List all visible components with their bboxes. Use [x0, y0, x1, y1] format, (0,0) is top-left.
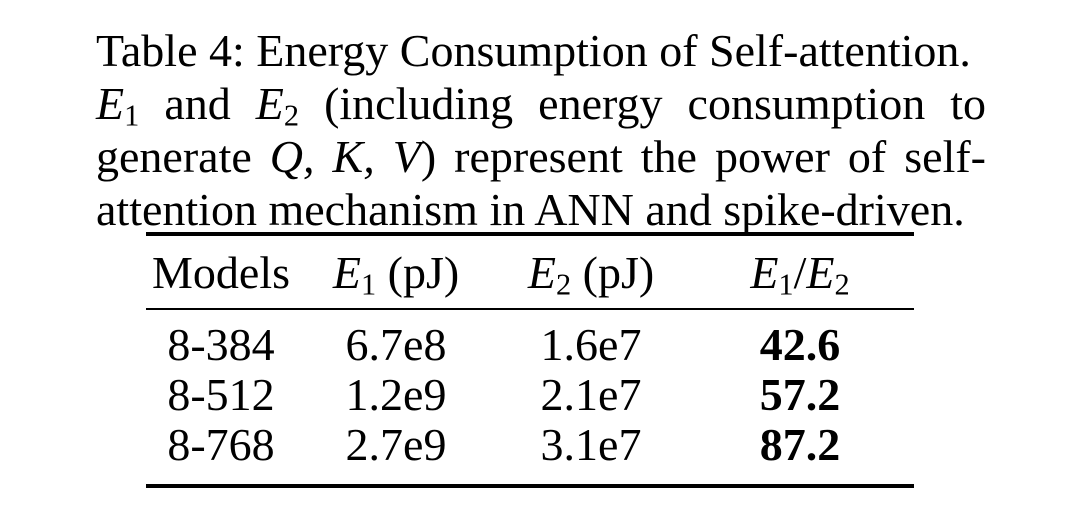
table-row: 8-384 6.7e8 1.6e7 42.6 [146, 310, 914, 370]
table-row: 8-512 1.2e9 2.1e7 57.2 [146, 370, 914, 420]
cell-ratio: 87.2 [759, 419, 841, 470]
caption-line-4: attention mechanism in ANN and spike-dri… [96, 184, 965, 235]
caption-line-2: E1 and E2 (including energy consumption … [96, 78, 986, 133]
cell-model: 8-512 [167, 369, 275, 420]
cell-model: 8-768 [167, 419, 275, 470]
cell-e2: 3.1e7 [540, 419, 642, 470]
header-e1: E1 (pJ) [332, 246, 460, 302]
bottom-rule [146, 484, 914, 488]
caption-line-3: generate Q, K, V) represent the power of… [96, 131, 986, 182]
cell-e2: 1.6e7 [540, 319, 642, 370]
header-row: Models E1 (pJ) E2 (pJ) E1/E2 [146, 236, 914, 308]
e1-symbol: E1 [96, 78, 140, 133]
cell-e1: 1.2e9 [345, 369, 447, 420]
mid-rule [146, 308, 914, 310]
table-caption: Table 4: Energy Consumption of Self-atte… [96, 24, 986, 236]
qkv-symbols: Q, K, V [269, 131, 421, 182]
top-rule [146, 232, 914, 236]
cell-ratio: 42.6 [759, 319, 841, 370]
header-ratio: E1/E2 [750, 246, 850, 302]
caption-line-1: Table 4: Energy Consumption of Self-atte… [96, 25, 971, 76]
cell-ratio: 57.2 [759, 369, 841, 420]
header-models: Models [152, 246, 290, 298]
cell-e1: 6.7e8 [345, 319, 447, 370]
cell-e2: 2.1e7 [540, 369, 642, 420]
cell-e1: 2.7e9 [345, 419, 447, 470]
header-e2: E2 (pJ) [527, 246, 655, 302]
cell-model: 8-384 [167, 319, 275, 370]
table-row: 8-768 2.7e9 3.1e7 87.2 [146, 420, 914, 484]
energy-table: Models E1 (pJ) E2 (pJ) E1/E2 8-384 6.7e8… [146, 232, 914, 488]
e2-symbol: E2 [255, 78, 300, 133]
